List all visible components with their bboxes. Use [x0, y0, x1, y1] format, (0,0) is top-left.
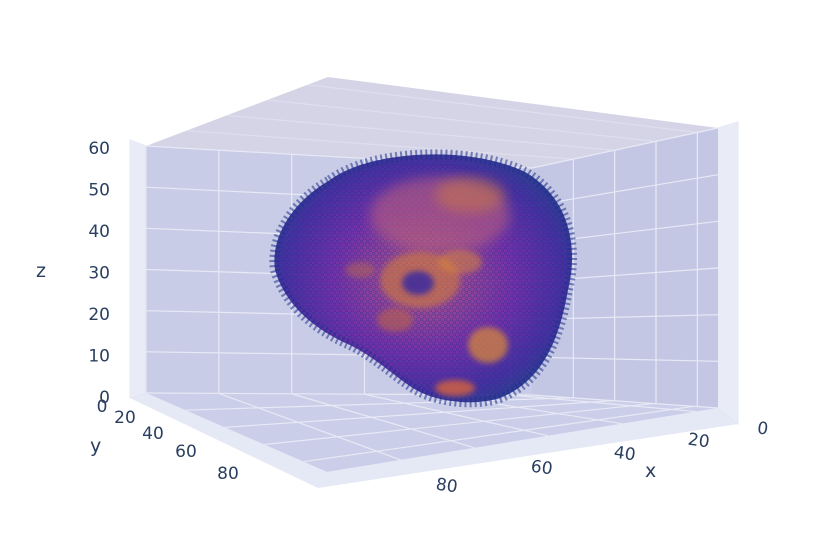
z-axis-title: z: [36, 260, 46, 282]
z-tick-label: 50: [88, 181, 110, 201]
midbrain-spot: [438, 250, 482, 274]
brain-rim: [269, 149, 578, 408]
y-tick-label: 40: [142, 424, 164, 444]
frontal-spot: [377, 308, 413, 332]
x-tick-label: 40: [613, 443, 637, 466]
top-pane: [146, 77, 718, 168]
outer-frame-right: [717, 121, 739, 426]
grid-line: [218, 392, 401, 461]
grid-line: [307, 84, 698, 134]
y-axis-ticks: 0 20 40 60 80: [97, 397, 239, 484]
grid-line: [531, 174, 719, 207]
ventricle-core: [402, 271, 434, 295]
y-tick-label: 60: [175, 442, 197, 462]
grid-line: [531, 394, 719, 409]
x-axis-ticks: 0 20 40 60 80: [435, 418, 770, 497]
y-tick-label: 20: [114, 408, 136, 428]
z-tick-label: 10: [88, 347, 110, 367]
cortex-hot: [435, 177, 505, 213]
x-tick-label: 60: [530, 457, 554, 480]
x-tick-label: 80: [435, 475, 459, 498]
grid-line: [267, 99, 657, 142]
x-tick-label: 0: [756, 418, 770, 439]
brainstem-spot: [435, 380, 475, 396]
y-tick-label: 80: [217, 464, 239, 484]
grid-line: [186, 130, 574, 160]
y-tick-label: 0: [97, 397, 108, 417]
grid-line: [531, 127, 719, 169]
x-tick-label: 20: [687, 430, 711, 453]
grid-line: [510, 394, 696, 413]
grid-line: [531, 356, 719, 362]
grid-line: [224, 400, 613, 428]
floor-outer-band-right: [318, 408, 738, 488]
grid-line: [364, 393, 549, 437]
z-tick-label: 40: [88, 222, 110, 242]
brain-point-cloud[interactable]: [269, 149, 578, 408]
outer-frame-left: [129, 139, 147, 399]
grid-line: [185, 397, 573, 411]
grid-line: [226, 114, 615, 151]
y-axis-title: y: [90, 435, 101, 457]
floor-outer-band: [130, 393, 327, 488]
z-tick-label: 30: [88, 264, 110, 284]
z-tick-label: 0: [99, 388, 110, 408]
z-tick-label: 60: [88, 139, 110, 159]
grid-line: [263, 402, 654, 446]
x-axis-title: x: [645, 460, 656, 482]
floor-pane: [146, 393, 718, 472]
grid-line: [291, 393, 475, 449]
grid-line: [303, 405, 694, 463]
cerebellum-spot: [468, 327, 508, 363]
z-axis-ticks: 0 10 20 30 40 50 60: [88, 139, 110, 408]
temporal-spot: [345, 262, 375, 278]
z-tick-label: 20: [88, 305, 110, 325]
